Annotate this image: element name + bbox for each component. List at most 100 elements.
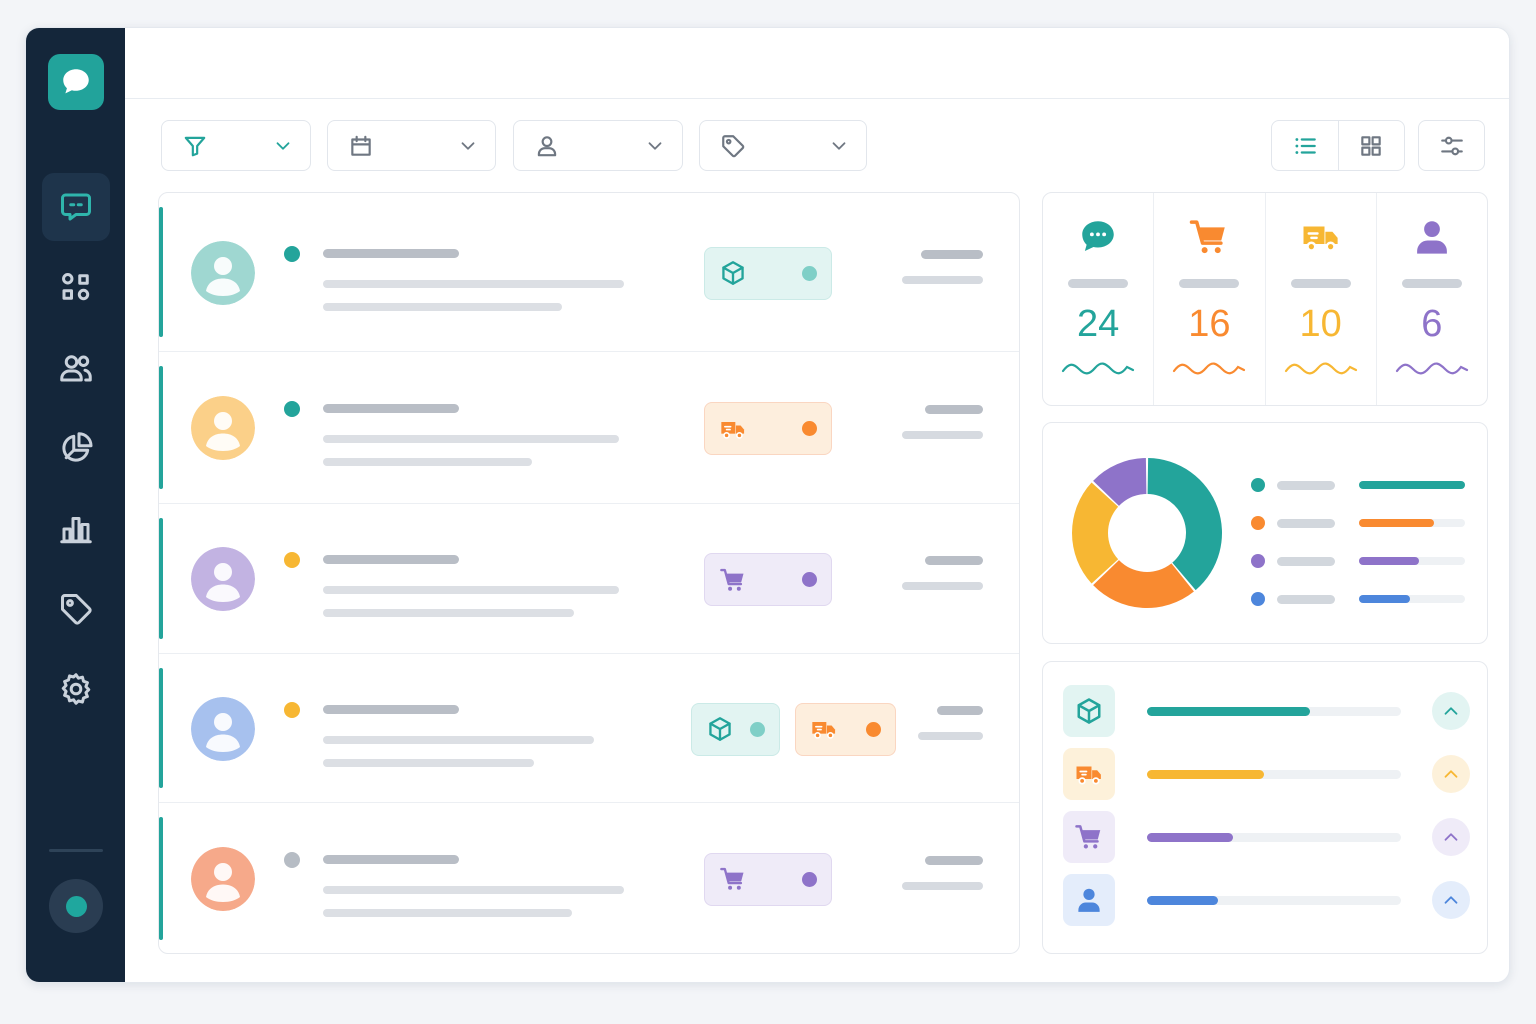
sidebar-item-bar-chart[interactable] — [42, 495, 110, 563]
progress-row-truck[interactable] — [1043, 748, 1487, 800]
stat-label-placeholder — [1068, 279, 1129, 288]
legend-row[interactable] — [1251, 592, 1467, 606]
cart-icon — [719, 865, 747, 893]
donut-slice-yellow[interactable] — [1072, 482, 1119, 584]
conversation-row[interactable] — [159, 193, 1019, 352]
apps-icon — [62, 273, 90, 301]
avatar — [191, 696, 255, 761]
legend-row[interactable] — [1251, 554, 1467, 568]
filter-funnel-dropdown[interactable] — [161, 120, 311, 171]
progress-row-cart[interactable] — [1043, 811, 1487, 863]
users-icon — [58, 350, 94, 386]
donut-slice-teal[interactable] — [1147, 458, 1222, 591]
stat-chat[interactable]: 24 — [1043, 193, 1153, 405]
truck-icon — [810, 715, 838, 743]
gear-icon — [61, 673, 91, 705]
tag-box[interactable] — [691, 702, 780, 756]
view-settings-button[interactable] — [1418, 120, 1485, 171]
donut-slice-purple[interactable] — [1093, 458, 1147, 506]
sidebar-item-users[interactable] — [42, 334, 110, 402]
list-view-button[interactable] — [1272, 121, 1338, 170]
stat-truck[interactable]: 10 — [1264, 193, 1376, 405]
grid-view-button[interactable] — [1337, 121, 1405, 170]
app-logo[interactable] — [48, 54, 104, 110]
conversation-row[interactable] — [159, 803, 1019, 953]
sidebar-item-chat[interactable] — [42, 173, 110, 241]
tag-cart[interactable] — [704, 852, 832, 906]
legend-bar-fill — [1359, 481, 1465, 489]
name-placeholder — [323, 404, 459, 413]
progress-track — [1147, 833, 1401, 842]
filter-calendar-dropdown[interactable] — [327, 120, 496, 171]
tag-icon — [720, 133, 746, 159]
cart-icon — [720, 867, 744, 890]
truck-icon — [719, 415, 747, 443]
stat-cart[interactable]: 16 — [1153, 193, 1264, 405]
stat-value: 10 — [1299, 303, 1342, 345]
status-dot — [284, 552, 300, 568]
chevron-up-icon — [1444, 896, 1458, 904]
box-icon — [1074, 696, 1104, 726]
legend-dot — [1251, 478, 1265, 492]
conversation-row[interactable] — [159, 504, 1019, 654]
chevron-down-icon — [832, 141, 846, 150]
sidebar-item-apps[interactable] — [42, 253, 110, 321]
sliders-icon — [1440, 136, 1463, 155]
expand-button[interactable] — [1432, 692, 1470, 730]
legend-row[interactable] — [1251, 478, 1467, 492]
legend-row[interactable] — [1251, 516, 1467, 530]
donut-chart — [1072, 458, 1222, 608]
meta-placeholder — [902, 431, 983, 439]
tag-truck[interactable] — [795, 702, 896, 756]
time-placeholder — [921, 249, 983, 259]
sidebar-item-pie-chart[interactable] — [42, 414, 110, 482]
tag-icon — [61, 594, 92, 625]
progress-fill — [1147, 896, 1219, 905]
sidebar-item-gear[interactable] — [42, 655, 110, 723]
status-indicator — [65, 895, 87, 917]
expand-button[interactable] — [1432, 818, 1470, 856]
box-icon — [706, 715, 734, 743]
top-bar — [125, 28, 1509, 99]
expand-button[interactable] — [1432, 881, 1470, 919]
user-filled-icon — [1078, 888, 1100, 912]
cart-icon — [1190, 220, 1226, 254]
chat-filled-icon — [1077, 216, 1119, 258]
sidebar-divider — [49, 849, 103, 852]
sidebar-item-tag[interactable] — [42, 575, 110, 643]
user-icon — [534, 133, 560, 159]
user-status-button[interactable] — [49, 879, 103, 933]
time-placeholder — [925, 556, 983, 565]
legend-bar-track — [1359, 519, 1465, 527]
chevron-down-icon — [461, 141, 475, 150]
conversation-row[interactable] — [159, 352, 1019, 504]
tag-icon — [58, 591, 94, 627]
sliders-icon — [1439, 133, 1465, 159]
progress-row-box[interactable] — [1043, 685, 1487, 737]
preview-placeholder — [323, 435, 619, 443]
filter-tag-dropdown[interactable] — [699, 120, 867, 171]
meta-placeholder — [902, 582, 983, 590]
donut-slice-orange[interactable] — [1093, 560, 1194, 608]
user-filled-icon — [1074, 885, 1104, 915]
conversation-row[interactable] — [159, 654, 1019, 803]
tag-cart[interactable] — [704, 553, 832, 606]
status-dot — [284, 701, 300, 718]
users-icon — [60, 355, 92, 382]
user-filled-icon — [1411, 216, 1453, 258]
legend-dot — [1251, 554, 1265, 568]
chevron-up-icon — [1444, 833, 1458, 841]
expand-button[interactable] — [1432, 755, 1470, 793]
filter-user-dropdown[interactable] — [513, 120, 683, 171]
progress-row-user[interactable] — [1043, 874, 1487, 926]
chat-icon — [58, 189, 94, 225]
box-icon — [709, 717, 731, 741]
legend-bar-fill — [1359, 557, 1420, 565]
row-accent — [159, 668, 163, 788]
row-accent — [159, 366, 163, 489]
stat-user[interactable]: 6 — [1375, 193, 1487, 405]
tag-truck[interactable] — [704, 402, 832, 455]
progress-fill — [1147, 770, 1264, 779]
box-icon — [719, 259, 747, 287]
tag-box[interactable] — [704, 246, 832, 300]
